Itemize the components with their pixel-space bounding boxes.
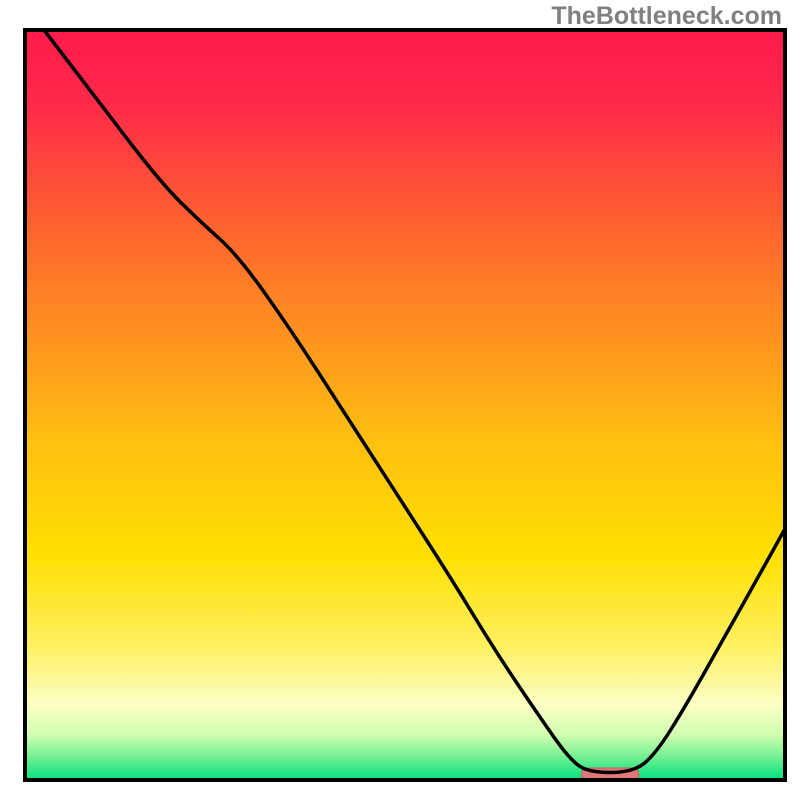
chart-container: TheBottleneck.com (0, 0, 800, 800)
bottleneck-chart (0, 0, 800, 800)
watermark-text: TheBottleneck.com (551, 2, 782, 31)
chart-background (25, 30, 785, 780)
